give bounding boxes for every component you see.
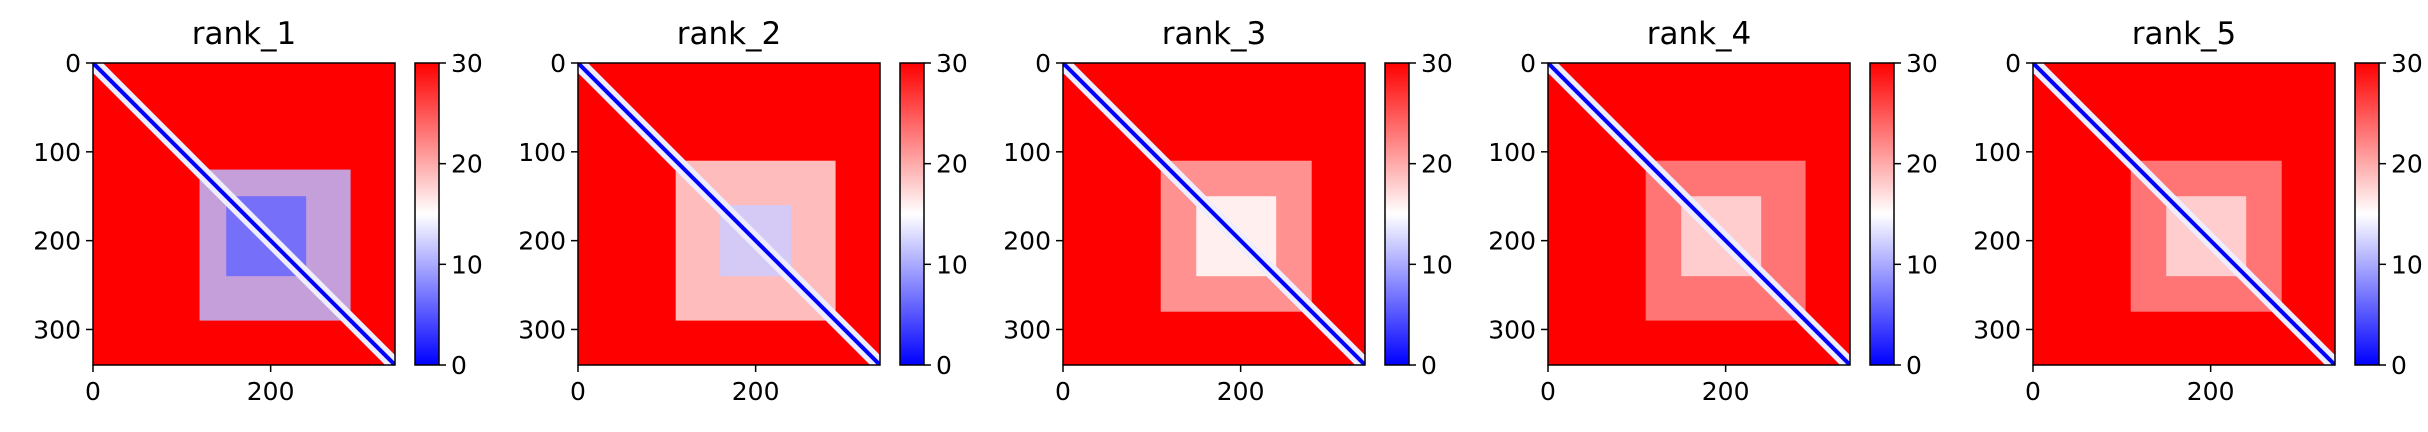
heatmap-cells [1548,63,1850,365]
colorbar [414,62,440,366]
y-tick-label: 200 [33,227,81,256]
heatmap-cells [2033,63,2335,365]
colorbar-tick-label: 0 [451,351,467,380]
colorbar-tick-label: 0 [936,351,952,380]
y-tick-label: 200 [518,227,566,256]
heatmap-panel: rank_3 0 100 200 300 0 200 0 10 20 30 [1003,16,1453,406]
x-tick-label: 200 [2187,377,2235,406]
plot-frame [92,62,396,366]
heatmap-panel: rank_4 0 100 200 300 0 200 0 10 20 30 [1488,16,1938,406]
y-tick-label: 300 [1973,315,2021,344]
colorbar-tick-label: 20 [1421,150,1453,179]
colorbar-tick-label: 30 [1906,49,1938,78]
heatmap-cells [578,63,880,365]
plot-frame [577,62,881,366]
x-tick-label: 0 [570,377,586,406]
y-tick-label: 100 [1973,138,2021,167]
y-tick-label: 200 [1488,227,1536,256]
colorbar-tick-label: 30 [451,49,483,78]
heatmap-cells [1063,63,1365,365]
y-tick-label: 100 [1488,138,1536,167]
colorbar-tick-label: 30 [936,49,968,78]
heatmap-panel: rank_2 0 100 200 300 0 200 0 10 20 30 [518,16,968,406]
y-tick-label: 100 [33,138,81,167]
heatmap-cells [93,63,395,365]
diagonal-line [93,63,395,365]
colorbar-tick-label: 10 [2391,250,2423,279]
x-tick-label: 0 [85,377,101,406]
colorbar [2354,62,2380,366]
y-tick-label: 300 [1003,315,1051,344]
diagonal-line [1063,63,1365,365]
colorbar-tick-label: 0 [1906,351,1922,380]
y-tick-label: 300 [1488,315,1536,344]
heatmap-panel: rank_1 0 100 200 300 0 200 0 10 20 30 [33,16,483,406]
y-tick-label: 300 [518,315,566,344]
panel-title: rank_5 [2132,16,2237,52]
y-tick-label: 0 [1035,49,1051,78]
colorbar-tick-label: 10 [1421,250,1453,279]
x-tick-label: 200 [1702,377,1750,406]
plot-frame [2032,62,2336,366]
colorbar-tick-label: 0 [2391,351,2407,380]
diagonal-line [1548,63,1850,365]
colorbar [1384,62,1410,366]
colorbar-tick-label: 10 [1906,250,1938,279]
colorbar-tick-label: 0 [1421,351,1437,380]
panel-title: rank_2 [677,16,782,52]
y-tick-label: 100 [1003,138,1051,167]
colorbar [899,62,925,366]
heatmap-panel: rank_5 0 100 200 300 0 200 0 10 20 30 [1973,16,2423,406]
colorbar-tick-label: 30 [2391,49,2423,78]
y-tick-label: 0 [550,49,566,78]
colorbar-tick-label: 20 [1906,150,1938,179]
colorbar [1869,62,1895,366]
colorbar-tick-label: 20 [2391,150,2423,179]
colorbar-tick-label: 10 [451,250,483,279]
panel-title: rank_1 [192,16,297,52]
y-tick-label: 200 [1973,227,2021,256]
x-tick-label: 0 [1540,377,1556,406]
colorbar-tick-label: 20 [451,150,483,179]
y-tick-label: 0 [2005,49,2021,78]
y-tick-label: 300 [33,315,81,344]
diagonal-line [2033,63,2335,365]
diagonal-line [578,63,880,365]
y-tick-label: 0 [65,49,81,78]
colorbar-tick-label: 20 [936,150,968,179]
colorbar-tick-label: 30 [1421,49,1453,78]
x-tick-label: 0 [1055,377,1071,406]
x-tick-label: 200 [732,377,780,406]
colorbar-tick-label: 10 [936,250,968,279]
y-tick-label: 100 [518,138,566,167]
plot-frame [1062,62,1366,366]
x-tick-label: 0 [2025,377,2041,406]
x-tick-label: 200 [1217,377,1265,406]
x-tick-label: 200 [247,377,295,406]
panel-title: rank_4 [1647,16,1752,52]
y-tick-label: 200 [1003,227,1051,256]
y-tick-label: 0 [1520,49,1536,78]
plot-frame [1547,62,1851,366]
panel-title: rank_3 [1162,16,1267,52]
